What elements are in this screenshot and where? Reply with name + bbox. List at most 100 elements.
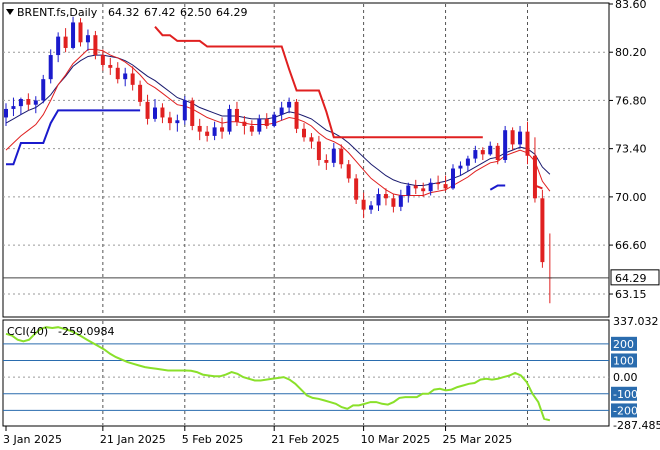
candle-body — [398, 195, 403, 207]
price-tick-label: 66.60 — [615, 239, 647, 252]
candle-body — [249, 125, 254, 132]
price-tick-label: 83.60 — [615, 0, 647, 11]
candle-body — [503, 130, 508, 160]
candle-body — [436, 182, 441, 185]
cci-level-box — [611, 386, 637, 401]
candle-body — [33, 100, 38, 105]
close-value: 64.29 — [216, 6, 248, 19]
cci-grid — [102, 321, 528, 425]
time-tick-label: 5 Feb 2025 — [182, 433, 243, 446]
candle-body — [369, 205, 374, 210]
price-tick-label: 70.00 — [615, 191, 647, 204]
candle-body — [406, 185, 411, 196]
candle-body — [242, 121, 247, 126]
candle-body — [48, 55, 53, 80]
candle-body — [302, 128, 306, 138]
ma-slow-line — [5, 54, 551, 186]
time-tick-label: 3 Jan 2025 — [3, 433, 62, 446]
cci-level-box — [611, 353, 637, 368]
candle-body — [220, 127, 225, 132]
price-tick-label: 76.80 — [615, 94, 647, 107]
cci-level-box — [611, 336, 637, 351]
candle-body — [257, 118, 262, 132]
candle-body — [160, 107, 165, 118]
candle-body — [354, 178, 359, 200]
candle-body — [11, 106, 16, 109]
candle-body — [175, 120, 180, 124]
candle-body — [376, 194, 381, 206]
price-tick-label: 73.40 — [615, 143, 647, 156]
last-price-label: 64.29 — [615, 272, 647, 285]
price-grid — [3, 4, 609, 316]
time-axis: 3 Jan 2025 21 Jan 2025 5 Feb 2025 21 Feb 20… — [3, 426, 512, 446]
candle-body — [138, 84, 143, 102]
candle-body — [100, 55, 105, 65]
candle-body — [443, 184, 448, 189]
low-value: 62.50 — [180, 6, 212, 19]
cci-tick-label: 0.00 — [613, 371, 638, 384]
candle-body — [331, 148, 336, 163]
candle-body — [153, 107, 157, 119]
candle-body — [480, 150, 485, 155]
candle-body — [4, 108, 8, 118]
candle-body — [56, 36, 61, 56]
candle-body — [205, 131, 210, 136]
price-tick-label: 80.20 — [615, 46, 647, 59]
price-axis: 83.60 80.20 76.80 73.40 70.00 66.60 63.15 64.29 — [3, 0, 660, 301]
stop-up-line — [489, 184, 506, 191]
candle-body — [85, 35, 90, 43]
candle-body — [279, 107, 284, 115]
stop-up-line — [6, 109, 141, 166]
candle-body — [518, 131, 523, 145]
stop-down-line — [154, 26, 483, 139]
candle-body — [63, 36, 68, 48]
candles — [4, 16, 552, 304]
time-tick-label: 21 Jan 2025 — [100, 433, 166, 446]
candle-body — [227, 108, 232, 132]
candle-body — [287, 101, 292, 108]
cci-level-box — [611, 403, 637, 418]
candle-body — [346, 164, 351, 179]
candle-body — [272, 114, 277, 126]
candle-body — [510, 130, 515, 145]
candle-body — [294, 101, 299, 129]
menu-triangle-icon[interactable] — [6, 9, 14, 15]
cci-tick-label: 200 — [613, 338, 634, 351]
price-tick-label: 63.15 — [615, 288, 647, 301]
cci-label: CCI(40) — [7, 325, 48, 338]
candle-body — [212, 127, 217, 136]
candle-body — [41, 79, 46, 101]
candle-body — [495, 145, 500, 160]
candle-body — [339, 148, 344, 165]
open-value: 64.32 — [108, 6, 140, 19]
candle-body — [391, 198, 396, 207]
cci-series — [5, 326, 551, 422]
cci-tick-label: -100 — [613, 388, 638, 401]
candle-body — [458, 165, 463, 169]
candle-body — [473, 150, 478, 159]
candle-body — [115, 67, 120, 80]
candle-body — [190, 100, 195, 126]
candle-body — [234, 108, 239, 122]
candle-body — [18, 99, 23, 107]
candle-body — [182, 100, 187, 121]
candle-body — [421, 188, 426, 192]
cci-tick-label: 337.032 — [613, 315, 659, 328]
cci-pane — [2, 319, 610, 427]
last-price-box — [610, 269, 660, 286]
candle-body — [71, 22, 76, 48]
symbol-label: BRENT.fs,Daily — [17, 6, 98, 19]
candle-body — [525, 131, 530, 156]
time-tick-label: 25 Mar 2025 — [443, 433, 513, 446]
candle-body — [145, 101, 150, 119]
cci-tick-label: 100 — [613, 354, 634, 367]
high-value: 67.42 — [144, 6, 176, 19]
candle-body — [130, 73, 135, 85]
cci-value: -259.0984 — [58, 325, 114, 338]
candle-body — [167, 117, 172, 124]
candle-body — [93, 35, 98, 56]
candle-body — [488, 145, 493, 155]
cci-tick-label: -287.485 — [613, 419, 660, 432]
candle-body — [361, 199, 366, 210]
